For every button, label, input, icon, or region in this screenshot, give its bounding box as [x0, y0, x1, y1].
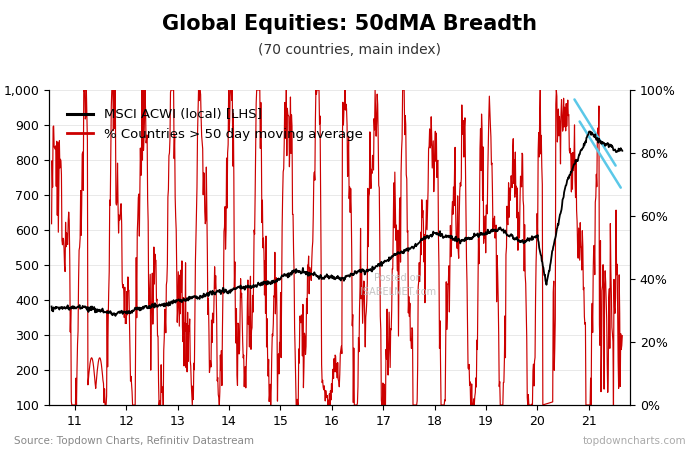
Text: Global Equities: 50dMA Breadth: Global Equities: 50dMA Breadth [162, 14, 538, 33]
Legend: MSCI ACWI (local) [LHS], % Countries > 50 day moving average: MSCI ACWI (local) [LHS], % Countries > 5… [62, 103, 368, 146]
Text: (70 countries, main index): (70 countries, main index) [258, 43, 442, 57]
Text: Source: Topdown Charts, Refinitiv Datastream: Source: Topdown Charts, Refinitiv Datast… [14, 436, 254, 446]
Text: topdowncharts.com: topdowncharts.com [582, 436, 686, 446]
Text: Posted on
ISABELNET.com: Posted on ISABELNET.com [360, 273, 435, 297]
